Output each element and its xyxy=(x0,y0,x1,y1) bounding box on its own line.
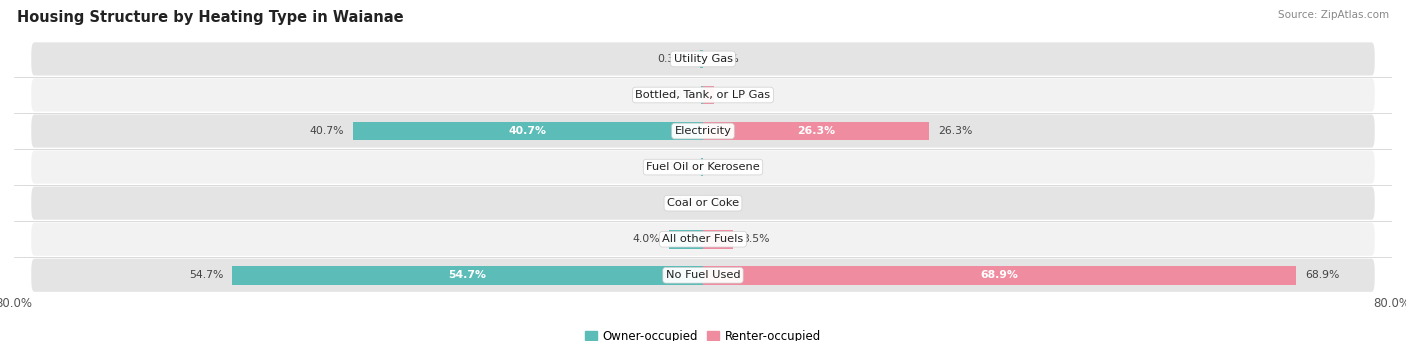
FancyBboxPatch shape xyxy=(31,187,1375,220)
FancyBboxPatch shape xyxy=(31,223,1375,256)
Legend: Owner-occupied, Renter-occupied: Owner-occupied, Renter-occupied xyxy=(585,330,821,341)
Bar xyxy=(702,86,703,104)
Text: 1.3%: 1.3% xyxy=(723,90,751,100)
Text: 0.0%: 0.0% xyxy=(711,162,740,172)
Text: Electricity: Electricity xyxy=(675,126,731,136)
FancyBboxPatch shape xyxy=(31,42,1375,75)
Text: 0.0%: 0.0% xyxy=(711,54,740,64)
Text: Housing Structure by Heating Type in Waianae: Housing Structure by Heating Type in Wai… xyxy=(17,10,404,25)
Text: 0.18%: 0.18% xyxy=(658,162,693,172)
Text: 3.5%: 3.5% xyxy=(742,234,769,244)
Text: 68.9%: 68.9% xyxy=(981,270,1018,280)
Text: 0.0%: 0.0% xyxy=(711,198,740,208)
FancyBboxPatch shape xyxy=(31,150,1375,184)
Bar xyxy=(703,86,714,104)
Text: 26.3%: 26.3% xyxy=(797,126,835,136)
Text: All other Fuels: All other Fuels xyxy=(662,234,744,244)
Text: Coal or Coke: Coal or Coke xyxy=(666,198,740,208)
Text: 26.3%: 26.3% xyxy=(938,126,973,136)
Bar xyxy=(702,158,703,176)
Text: 68.9%: 68.9% xyxy=(1305,270,1340,280)
Text: Utility Gas: Utility Gas xyxy=(673,54,733,64)
Text: 40.7%: 40.7% xyxy=(509,126,547,136)
FancyBboxPatch shape xyxy=(31,78,1375,112)
Text: 0.35%: 0.35% xyxy=(657,54,692,64)
Text: Bottled, Tank, or LP Gas: Bottled, Tank, or LP Gas xyxy=(636,90,770,100)
Text: 4.0%: 4.0% xyxy=(633,234,659,244)
Text: 0.18%: 0.18% xyxy=(658,90,693,100)
Bar xyxy=(232,266,703,285)
Text: Source: ZipAtlas.com: Source: ZipAtlas.com xyxy=(1278,10,1389,20)
Text: Fuel Oil or Kerosene: Fuel Oil or Kerosene xyxy=(647,162,759,172)
FancyBboxPatch shape xyxy=(31,259,1375,292)
Bar xyxy=(669,230,703,249)
Text: 54.7%: 54.7% xyxy=(188,270,224,280)
Text: 40.7%: 40.7% xyxy=(309,126,344,136)
Text: 54.7%: 54.7% xyxy=(449,270,486,280)
Text: No Fuel Used: No Fuel Used xyxy=(665,270,741,280)
FancyBboxPatch shape xyxy=(31,115,1375,148)
Bar xyxy=(703,230,733,249)
Bar xyxy=(703,266,1296,285)
Text: 0.0%: 0.0% xyxy=(666,198,695,208)
Bar xyxy=(703,122,929,140)
Bar xyxy=(700,49,703,68)
Bar xyxy=(353,122,703,140)
